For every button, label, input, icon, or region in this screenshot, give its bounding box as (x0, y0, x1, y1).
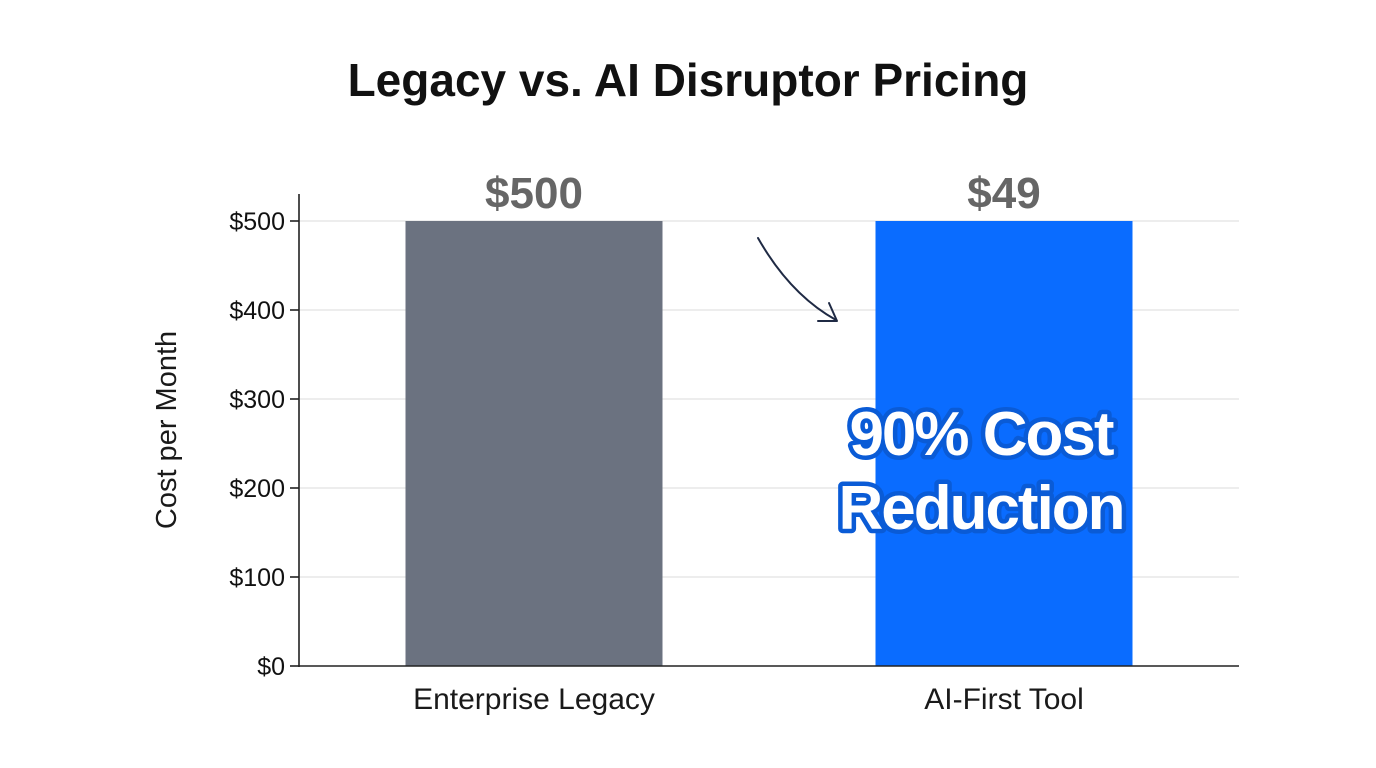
data-label: $500 (485, 169, 583, 218)
y-tick-label: $300 (229, 386, 285, 414)
y-tick-label: $0 (257, 653, 285, 681)
callout-line-2: Reduction (838, 474, 1123, 543)
category-labels: Enterprise Legacy AI-First Tool (413, 683, 1084, 716)
y-axis-label: Cost per Month (151, 331, 183, 529)
bar-ai-first-tool (875, 221, 1133, 666)
data-labels: $500 $49 (485, 169, 1041, 218)
y-axis-ticks: $0 $100 $200 $300 $400 $500 (229, 208, 299, 681)
callout-line-1: 90% Cost (849, 400, 1113, 469)
y-tick-label: $200 (229, 475, 285, 503)
y-tick-label: $400 (229, 297, 285, 325)
bars (405, 221, 1133, 666)
chart-title: Legacy vs. AI Disruptor Pricing (348, 54, 1029, 106)
bar-enterprise-legacy (405, 221, 663, 666)
category-label: Enterprise Legacy (413, 683, 655, 716)
data-label: $49 (967, 169, 1040, 218)
y-tick-label: $100 (229, 564, 285, 592)
arrow-icon (757, 237, 838, 322)
y-tick-label: $500 (229, 208, 285, 236)
category-label: AI-First Tool (924, 683, 1083, 716)
